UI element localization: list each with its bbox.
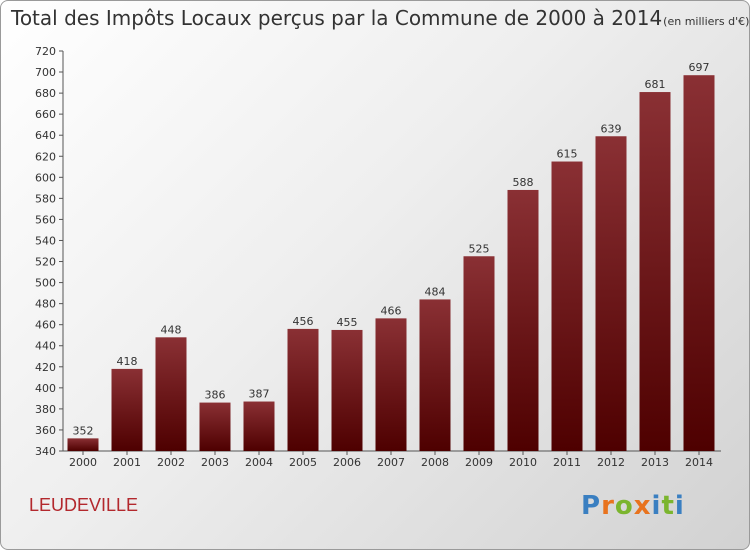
x-tick-label-2014: 2014 (685, 456, 713, 469)
y-tick-label: 400 (35, 382, 56, 395)
proxiti-logo: Proxiti (581, 491, 685, 521)
bar-2005 (287, 328, 319, 451)
value-label-2006: 455 (337, 316, 358, 329)
y-tick-label: 340 (35, 445, 56, 458)
x-tick-label-2011: 2011 (553, 456, 581, 469)
bar-2009 (463, 256, 495, 451)
value-label-2007: 466 (381, 304, 402, 317)
bar-2000 (67, 438, 99, 451)
x-tick-label-2012: 2012 (597, 456, 625, 469)
x-tick-label-2004: 2004 (245, 456, 273, 469)
bar-2004 (243, 401, 275, 451)
bar-2014 (683, 75, 715, 452)
y-tick-label: 560 (35, 213, 56, 226)
bar-2013 (639, 92, 671, 451)
title-unit: (en milliers d'€) (663, 15, 750, 28)
bar-2008 (419, 299, 451, 451)
bar-2010 (507, 189, 539, 451)
bar-2006 (331, 329, 363, 451)
x-tick-label-2005: 2005 (289, 456, 317, 469)
value-label-2012: 639 (601, 122, 622, 135)
x-tick-label-2006: 2006 (333, 456, 361, 469)
y-tick-label: 640 (35, 129, 56, 142)
bar-2012 (595, 136, 627, 451)
bar-2007 (375, 318, 407, 451)
y-tick-label: 600 (35, 171, 56, 184)
chart-title: Total des Impôts Locaux perçus par la Co… (11, 6, 749, 30)
x-tick-label-2009: 2009 (465, 456, 493, 469)
y-tick-label: 360 (35, 424, 56, 437)
value-label-2014: 697 (689, 61, 710, 74)
y-tick-label: 540 (35, 234, 56, 247)
commune-name: LEUDEVILLE (29, 495, 139, 515)
y-tick-label: 620 (35, 150, 56, 163)
value-label-2008: 484 (425, 285, 446, 298)
x-tick-label-2013: 2013 (641, 456, 669, 469)
y-tick-label: 420 (35, 361, 56, 374)
bar-2003 (199, 402, 231, 451)
y-tick-label: 680 (35, 87, 56, 100)
x-tick-label-2002: 2002 (157, 456, 185, 469)
y-tick-label: 380 (35, 403, 56, 416)
x-tick-label-2000: 2000 (69, 456, 97, 469)
bar-2001 (111, 368, 143, 451)
value-label-2000: 352 (73, 424, 94, 437)
value-label-2001: 418 (117, 355, 138, 368)
value-label-2011: 615 (557, 148, 578, 161)
x-tick-label-2008: 2008 (421, 456, 449, 469)
bar-2002 (155, 337, 187, 451)
value-label-2005: 456 (293, 315, 314, 328)
value-label-2013: 681 (645, 78, 666, 91)
value-label-2002: 448 (161, 323, 182, 336)
tick-labels: 340 360 380 400 420 440 460 480 500 520 540 560 580 6… (35, 45, 713, 469)
y-tick-label: 700 (35, 66, 56, 79)
y-tick-label: 440 (35, 340, 56, 353)
title-text: Total des Impôts Locaux perçus par la Co… (11, 6, 663, 30)
x-tick-label-2003: 2003 (201, 456, 229, 469)
bar-2011 (551, 161, 583, 452)
y-tick-label: 460 (35, 319, 56, 332)
value-label-2010: 588 (513, 176, 534, 189)
value-label-2003: 386 (205, 389, 226, 402)
value-label-2009: 525 (469, 242, 490, 255)
logo-text: Proxiti (581, 491, 685, 521)
y-tick-label: 580 (35, 192, 56, 205)
value-label-2004: 387 (249, 388, 270, 401)
x-tick-label-2010: 2010 (509, 456, 537, 469)
bars (67, 75, 715, 452)
x-tick-label-2007: 2007 (377, 456, 405, 469)
y-tick-label: 720 (35, 45, 56, 58)
y-tick-label: 500 (35, 277, 56, 290)
x-tick-label-2001: 2001 (113, 456, 141, 469)
y-tick-label: 660 (35, 108, 56, 121)
y-tick-label: 520 (35, 256, 56, 269)
y-tick-label: 480 (35, 298, 56, 311)
